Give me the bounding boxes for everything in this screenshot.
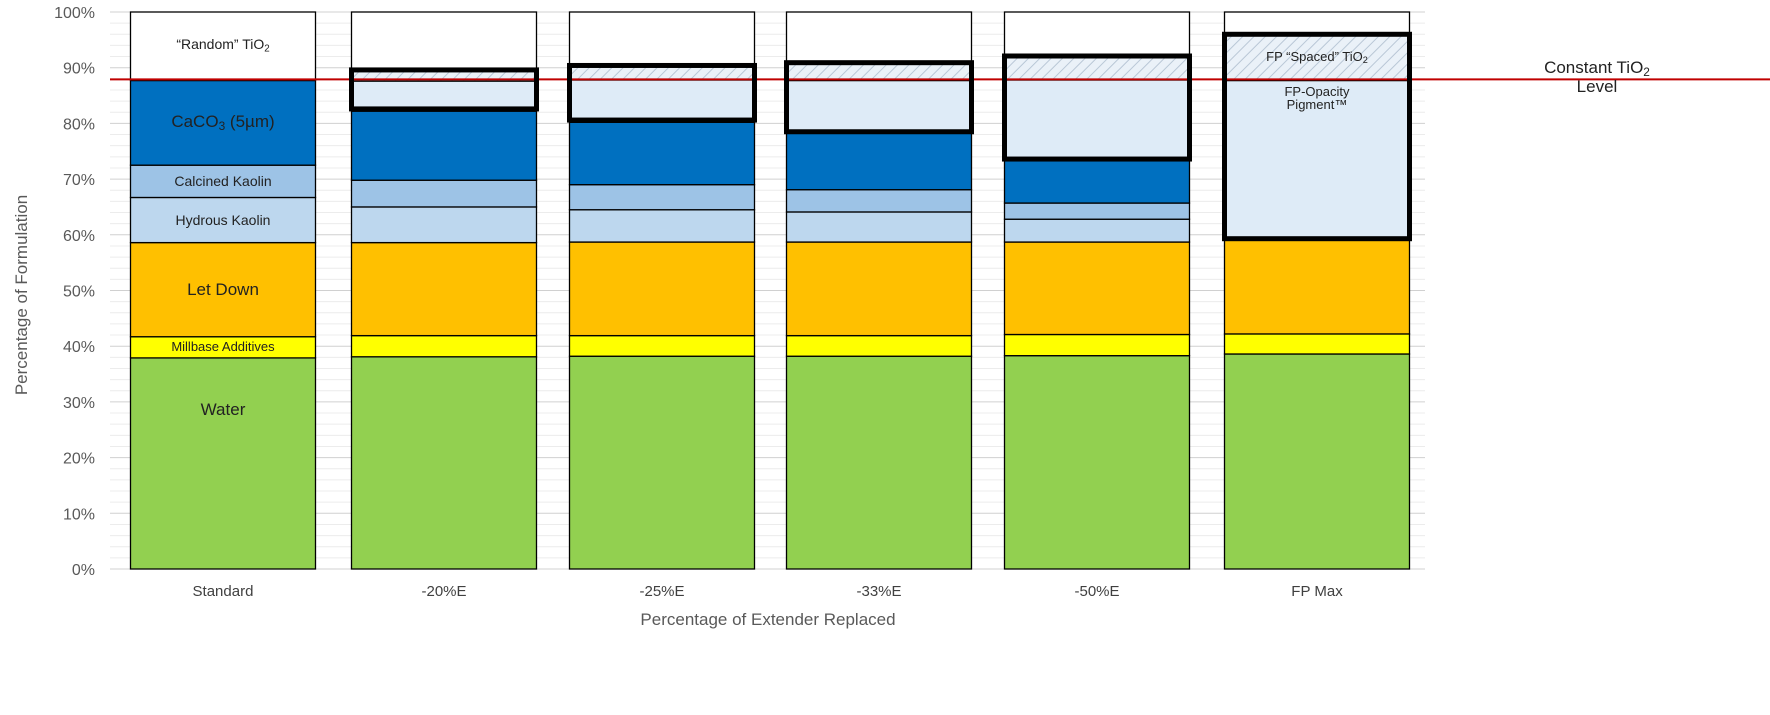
bar-segment-millbase [785,334,973,357]
bar-segment-letdown [1003,241,1191,336]
x-tick-label: -50%E [1074,583,1119,600]
bar-segment-calcined [129,164,317,199]
annotation-let-down: Let Down [187,279,259,299]
annotation-water: Water [200,400,246,420]
y-tick-label: 30% [63,395,95,412]
bar-segment-tio2 [1003,11,1191,57]
bar-segment-calcined [785,189,973,213]
y-tick-label: 80% [63,116,95,133]
bar-segment-millbase [350,334,538,358]
annotation-fp-opacity-pigment: FP-Opacity Pigment™ [1284,83,1350,113]
bar-segment-millbase [568,334,756,357]
y-axis-ticks: 0% 10% 20% 30% 40% 50% 60% 70% 80% 90% 100% [54,5,95,579]
y-tick-label: 20% [63,451,95,468]
x-tick-label: Standard [193,583,254,600]
bar-segment-caco3 [785,131,973,191]
annotation-hydrous-kaolin: Hydrous Kaolin [175,211,271,228]
bar-segment-fpop [1223,79,1411,241]
bar-segment-tio2 [568,11,756,67]
bar-segment-hydrous [568,209,756,243]
bar-segment-hydrous [129,196,317,244]
bar-segment-letdown [785,241,973,337]
bar-segment-fpop [1003,79,1191,162]
annotation-constant-tio2-level: Constant TiO2 Level [1544,57,1650,97]
y-tick-label: 60% [63,228,95,245]
annotation-caco3: CaCO3 (5µm) [171,112,275,134]
bar-segment-tio2 [1223,11,1411,36]
bar-segment-hydrous [1003,218,1191,243]
bar-segment-caco3 [129,79,317,166]
highlight-boxes [349,31,1412,242]
y-tick-label: 40% [63,339,95,356]
bar-segment-tio2 [129,11,317,82]
bar-segment-tio2 [785,11,973,65]
bar-segment-letdown [129,241,317,338]
bar-segment-water [350,356,538,570]
bar-segment-water [1223,353,1411,570]
annotation-millbase-additives: Millbase Additives [171,339,275,355]
bar-segment-water [785,355,973,570]
bar-segment-caco3 [350,110,538,181]
highlight-box [349,67,539,112]
highlight-box [567,62,757,123]
y-tick-label: 0% [72,562,95,579]
x-tick-label: -20%E [421,583,466,600]
bar-segment-letdown [568,241,756,337]
x-tick-label: FP Max [1291,583,1343,600]
highlight-box [1002,53,1192,162]
annotation-fp-spaced-tio2: FP “Spaced” TiO2 [1266,48,1368,65]
gridlines [110,11,1425,570]
y-tick-label: 50% [63,284,95,301]
y-tick-label: 70% [63,172,95,189]
x-axis-label: Percentage of Extender Replaced [640,610,895,629]
bar-segment-calcined [350,179,538,208]
annotation-calcined-kaolin: Calcined Kaolin [174,172,272,189]
x-axis-ticks: Standard -20%E -25%E -33%E -50%E FP Max [193,583,1344,600]
bar-segment-hydrous [350,206,538,244]
bar-segment-fptio2 [1223,34,1411,82]
bar-segment-fptio2 [785,63,973,82]
bar-segment-caco3 [568,121,756,186]
bar-segment-fpop [568,79,756,123]
y-axis-label: Percentage of Formulation [12,195,31,395]
bar-segment-water [129,357,317,570]
bar-segment-fpop [785,79,973,133]
y-tick-label: 100% [54,5,95,22]
bar-segment-letdown [350,241,538,337]
bar-segment-calcined [1003,202,1191,220]
bar-segment-hydrous [785,211,973,243]
bar-segment-millbase [1003,333,1191,357]
annotation-random-tio2: “Random” TiO2 [176,36,270,55]
x-tick-label: -33%E [856,583,901,600]
bar-segment-millbase [1223,333,1411,355]
bar-segment-caco3 [1003,160,1191,204]
bar-segment-fptio2 [568,65,756,81]
highlight-box [1222,31,1412,242]
bar-segment-tio2 [350,11,538,72]
highlight-box [784,60,974,135]
bar-segment-water [568,355,756,570]
y-tick-label: 10% [63,506,95,523]
bar-segment-water [1003,355,1191,570]
bar-segment-fptio2 [1003,54,1191,81]
x-tick-label: -25%E [639,583,684,600]
y-tick-label: 90% [63,61,95,78]
bar-segment-letdown [1223,239,1411,335]
bar-segment-calcined [568,184,756,211]
